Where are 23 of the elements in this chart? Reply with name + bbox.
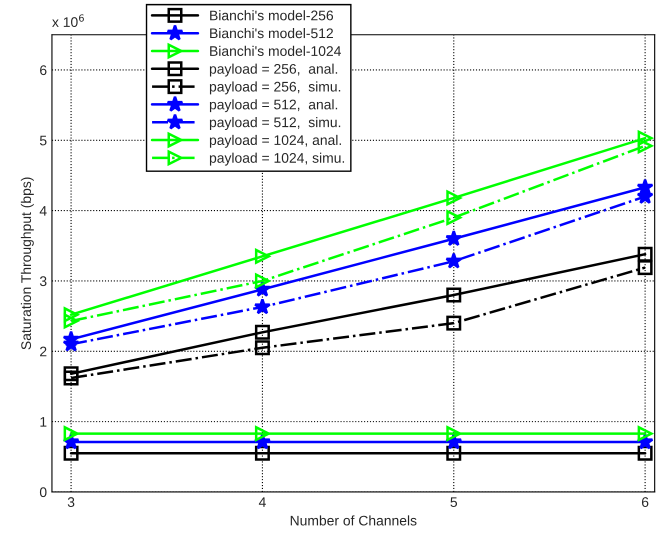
legend-label: payload = 1024, simu. bbox=[210, 152, 344, 166]
legend-label: Bianchi's model-256 bbox=[210, 10, 334, 20]
y-tick-label: 2 bbox=[40, 346, 46, 356]
y-tick-label: 1 bbox=[40, 417, 46, 427]
x-tick-label: 3 bbox=[68, 497, 74, 508]
legend-label: payload = 256, anal. bbox=[210, 64, 338, 77]
y-tick-label: 0 bbox=[40, 487, 47, 498]
x-tick-label: 6 bbox=[642, 497, 648, 508]
legend-label: payload = 256, simu. bbox=[210, 81, 340, 94]
y-tick-label: 4 bbox=[40, 206, 47, 216]
text: x 10$^{6}$ bbox=[52, 14, 84, 28]
x-tick-label: 5 bbox=[450, 497, 458, 508]
legend-label: Bianchi's model-1024 bbox=[210, 46, 341, 56]
legend-label: payload = 512, simu. bbox=[210, 117, 340, 130]
legend-label: payload = 1024, anal. bbox=[210, 134, 341, 148]
y-tick-label: 3 bbox=[40, 276, 46, 286]
x-axis-title: Number of Channels bbox=[290, 515, 417, 526]
y-tick-label: 6 bbox=[40, 65, 46, 76]
y-axis-title: Saturation Throughput (bps) bbox=[20, 177, 34, 350]
legend-label: Bianchi's model-512 bbox=[210, 28, 333, 38]
x-tick-label: 4 bbox=[258, 497, 266, 507]
y-tick-label: 5 bbox=[40, 136, 47, 146]
legend-label: payload = 512, anal. bbox=[210, 99, 338, 112]
